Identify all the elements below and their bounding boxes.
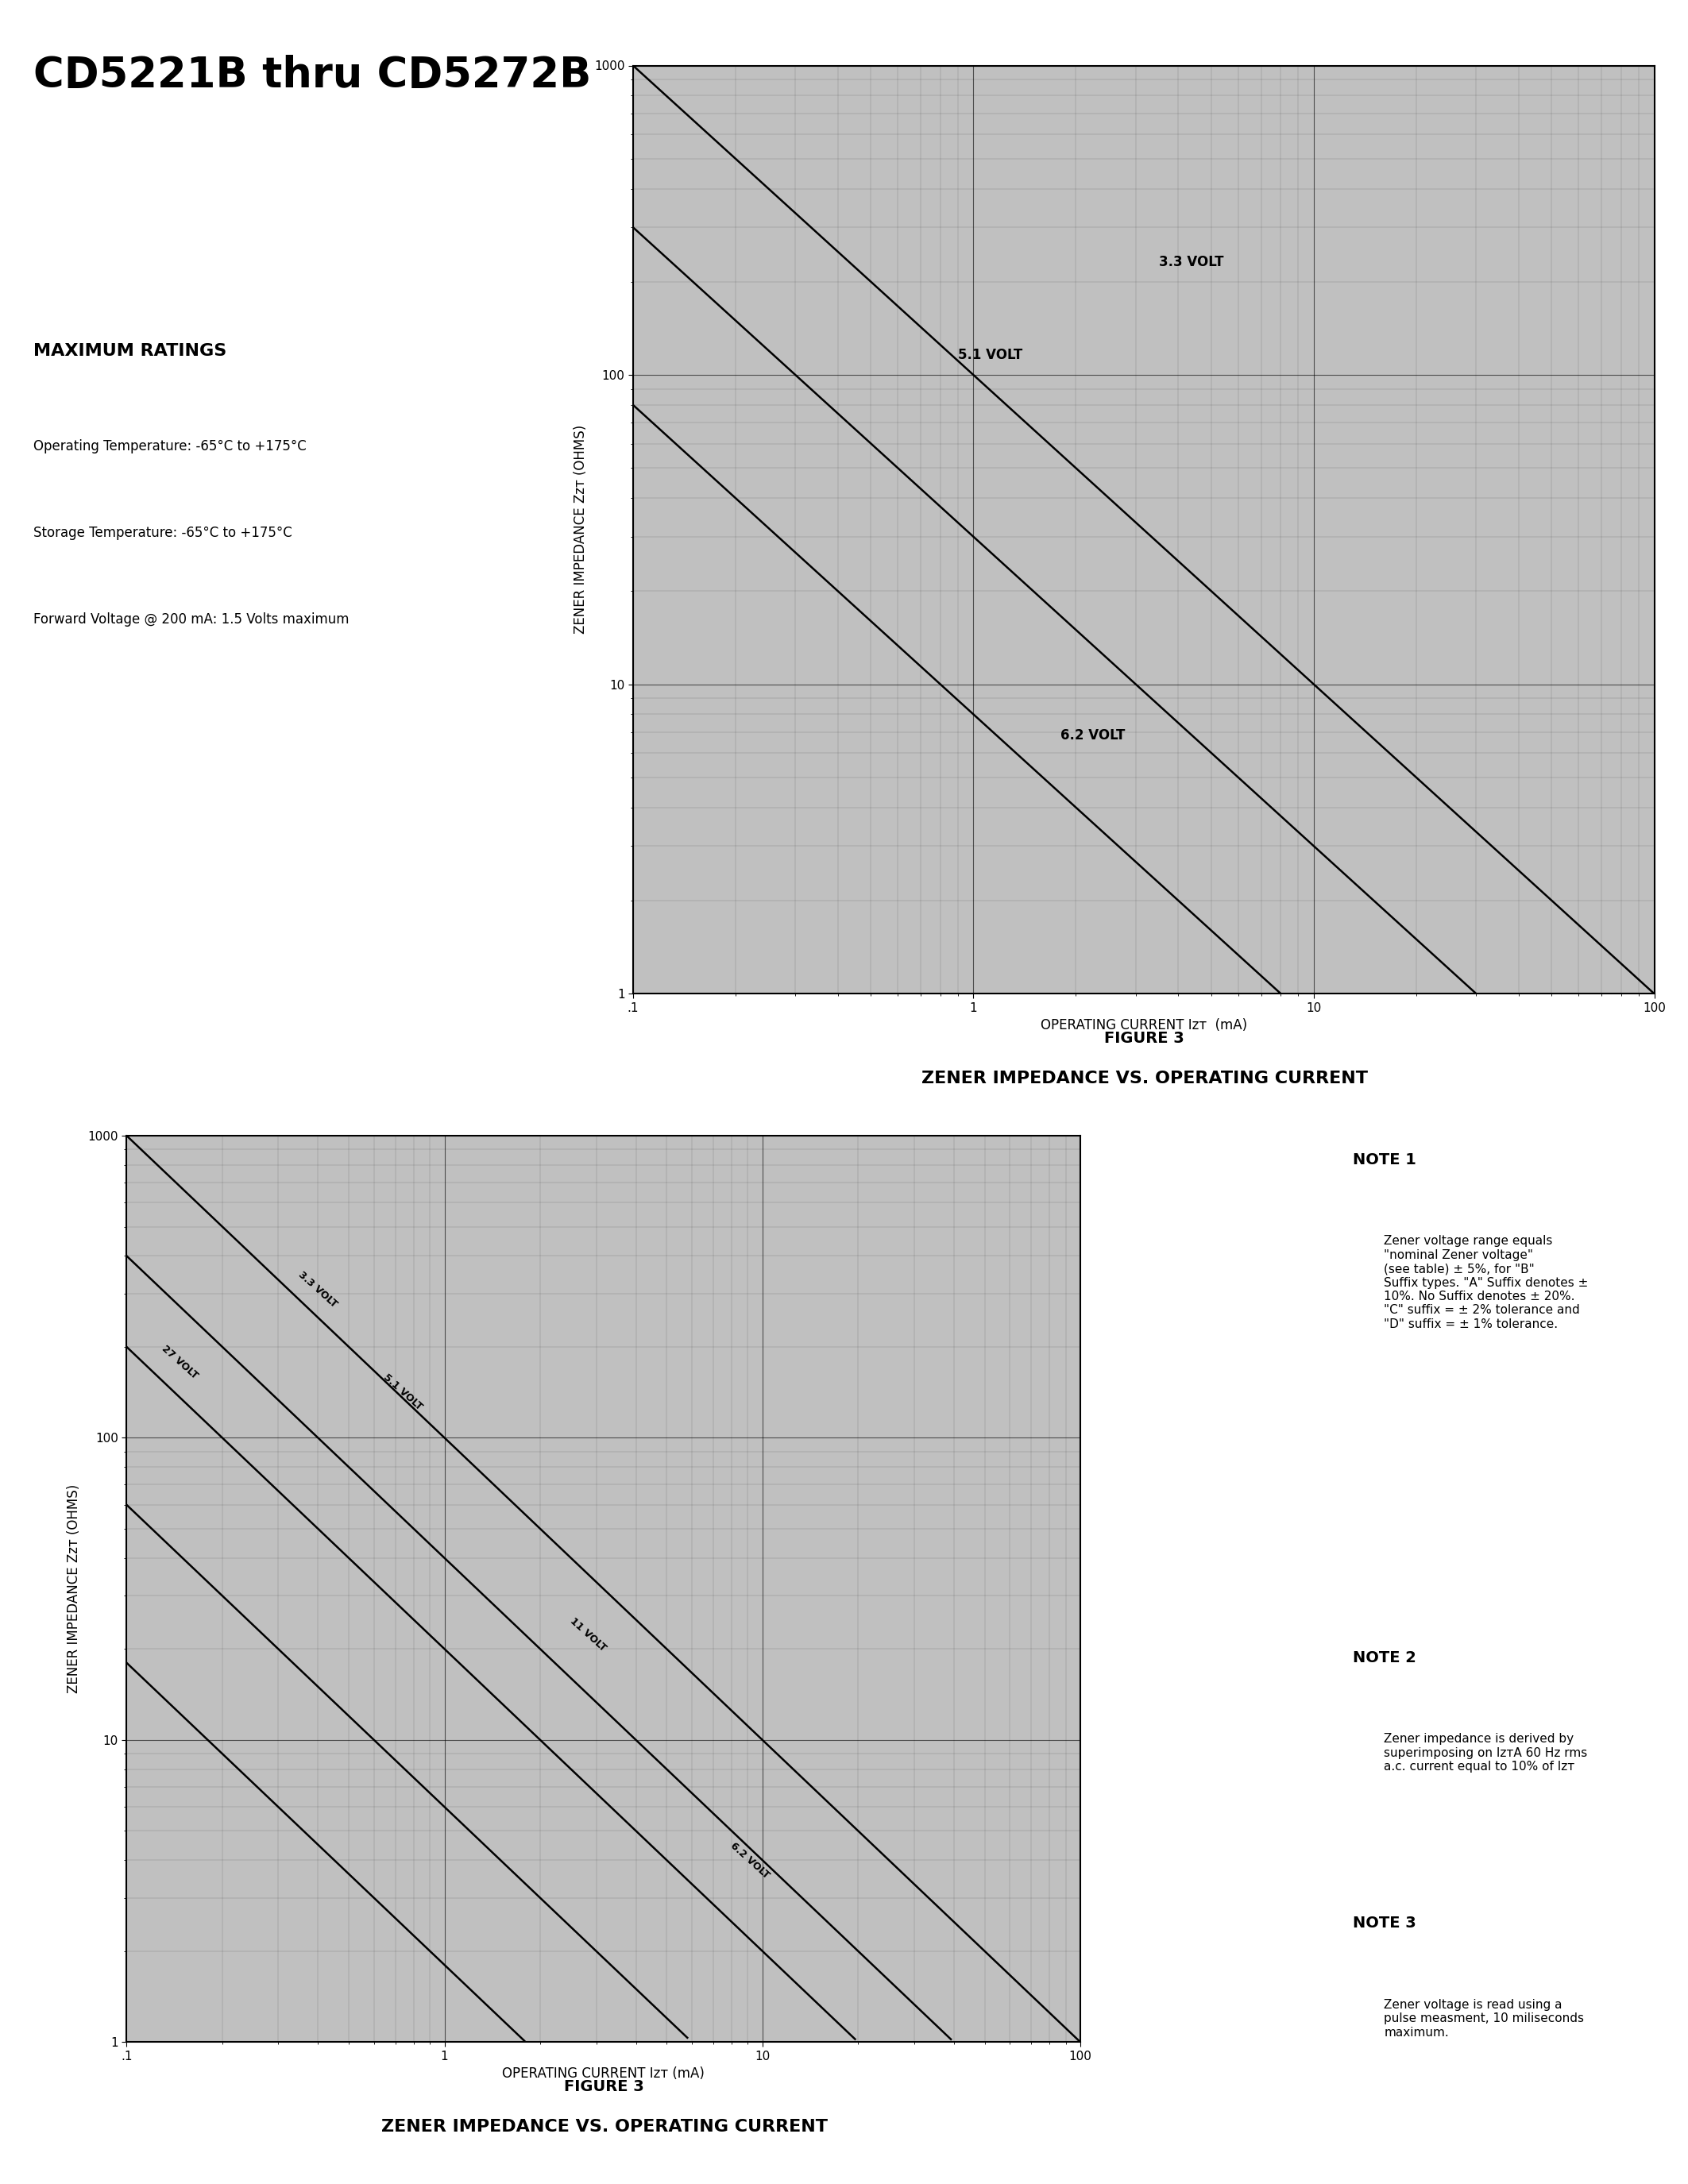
Text: 11 VOLT: 11 VOLT [567,1616,608,1653]
Text: 5.1 VOLT: 5.1 VOLT [381,1372,425,1413]
Text: 6.2 VOLT: 6.2 VOLT [728,1841,771,1880]
Text: ZENER IMPEDANCE VS. OPERATING CURRENT: ZENER IMPEDANCE VS. OPERATING CURRENT [922,1070,1367,1085]
Text: Forward Voltage @ 200 mA: 1.5 Volts maximum: Forward Voltage @ 200 mA: 1.5 Volts maxi… [34,612,349,627]
X-axis label: OPERATING CURRENT Iᴢᴛ (mA): OPERATING CURRENT Iᴢᴛ (mA) [503,2066,704,2081]
Text: Operating Temperature: -65°C to +175°C: Operating Temperature: -65°C to +175°C [34,439,307,454]
Text: Zener impedance is derived by
superimposing on IᴢᴛA 60 Hz rms
a.c. current equal: Zener impedance is derived by superimpos… [1384,1734,1588,1773]
Text: Storage Temperature: -65°C to +175°C: Storage Temperature: -65°C to +175°C [34,526,292,539]
Text: 27 VOLT: 27 VOLT [159,1343,199,1380]
Text: MAXIMUM RATINGS: MAXIMUM RATINGS [34,343,226,358]
X-axis label: OPERATING CURRENT Iᴢᴛ  (mA): OPERATING CURRENT Iᴢᴛ (mA) [1040,1018,1247,1033]
Text: CD5221B thru CD5272B: CD5221B thru CD5272B [34,55,592,96]
Text: NOTE 1: NOTE 1 [1352,1153,1416,1168]
Y-axis label: ZENER IMPEDANCE Zᴢᴛ (OHMS): ZENER IMPEDANCE Zᴢᴛ (OHMS) [574,426,587,633]
Text: ZENER IMPEDANCE VS. OPERATING CURRENT: ZENER IMPEDANCE VS. OPERATING CURRENT [381,2118,827,2134]
Y-axis label: ZENER IMPEDANCE Zᴢᴛ (OHMS): ZENER IMPEDANCE Zᴢᴛ (OHMS) [68,1485,81,1693]
Text: 6.2 VOLT: 6.2 VOLT [1060,727,1124,743]
Text: Zener voltage is read using a
pulse measment, 10 miliseconds
maximum.: Zener voltage is read using a pulse meas… [1384,1998,1585,2038]
Text: FIGURE 3: FIGURE 3 [1104,1031,1185,1046]
Text: 3.3 VOLT: 3.3 VOLT [1158,256,1224,269]
Text: 5.1 VOLT: 5.1 VOLT [957,347,1023,363]
Text: NOTE 3: NOTE 3 [1352,1915,1416,1931]
Text: 3.3 VOLT: 3.3 VOLT [295,1269,339,1310]
Text: Zener voltage range equals
"nominal Zener voltage"
(see table) ± 5%, for "B"
Suf: Zener voltage range equals "nominal Zene… [1384,1236,1588,1330]
Text: FIGURE 3: FIGURE 3 [564,2079,645,2094]
Text: NOTE 2: NOTE 2 [1352,1651,1416,1666]
